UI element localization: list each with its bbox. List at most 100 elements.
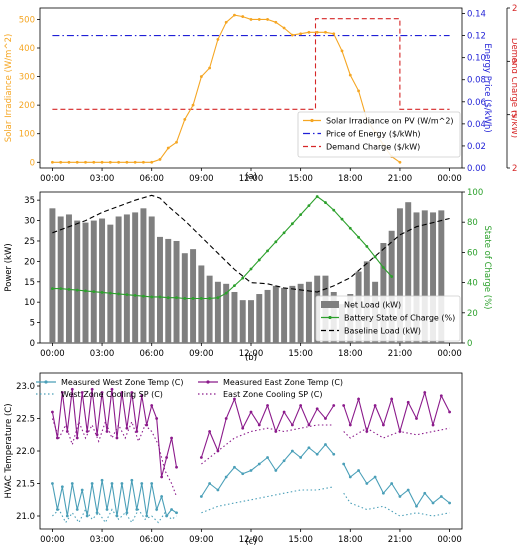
temp-series-2-point: [348, 423, 352, 427]
temp-series-2-point: [365, 430, 369, 433]
net-load-bar: [248, 300, 254, 343]
panel-caption: (a): [245, 172, 257, 182]
legend-marker: [328, 315, 332, 320]
legend-entry: East Zone Cooling SP (C): [223, 390, 323, 399]
temp-series-0-point: [307, 446, 311, 450]
solar-line-point: [67, 160, 71, 164]
temp-series-0-point: [150, 482, 154, 485]
legend-entry: Solar Irradiance on PV (W/m^2): [326, 117, 454, 126]
temp-series-0-point: [373, 475, 377, 479]
solar-line-point: [175, 140, 178, 144]
y2-tick-label: 40: [467, 279, 478, 289]
y2-tick-label: 23: [512, 4, 517, 14]
soc-line-point: [365, 244, 369, 248]
net-load-bar: [123, 214, 130, 343]
x-tick-label: 12:00: [239, 349, 264, 359]
temp-series-2-point: [357, 397, 360, 401]
y-tick-label: 300: [19, 73, 35, 83]
net-load-bar: [438, 210, 445, 343]
net-load-bar: [231, 291, 238, 343]
soc-line-point: [340, 217, 344, 221]
solar-line-point: [357, 89, 360, 93]
net-load-bar: [421, 210, 428, 343]
net-load-bar: [107, 224, 114, 343]
temp-series-0-point: [448, 501, 451, 505]
legend-swatch: [321, 301, 339, 308]
temp-series-0-point: [130, 478, 134, 482]
solar-line-point: [398, 160, 402, 164]
soc-line-point: [75, 288, 79, 292]
temp-series-2-point: [373, 404, 377, 407]
y-tick-label: 500: [19, 15, 35, 25]
temp-series-0-point: [282, 459, 286, 463]
temp-series-0-point: [51, 482, 54, 485]
temp-series-2-point: [90, 387, 94, 391]
solar-line-point: [208, 66, 212, 70]
y-tick-label: 23.0: [16, 382, 35, 392]
temp-series-0-point: [170, 508, 173, 511]
temp-series-0-point: [75, 508, 79, 511]
y2-tick-label: 0.10: [467, 54, 486, 64]
temp-series-2-point: [274, 430, 278, 433]
soc-line-point: [249, 267, 253, 271]
temp-series-2-point: [85, 430, 89, 433]
temp-series-2-point: [324, 417, 327, 420]
temp-series-2-point: [170, 436, 173, 440]
temp-series-0-point: [135, 508, 139, 511]
temp-series-0-point: [249, 469, 253, 472]
soc-line-point: [381, 266, 385, 269]
soc-line-point: [125, 293, 129, 297]
temp-series-2-point: [80, 391, 84, 394]
temp-series-0-point: [224, 475, 228, 479]
x-tick-label: 21:00: [388, 535, 413, 545]
soc-line-point: [257, 258, 261, 262]
solar-line-point: [299, 32, 303, 36]
solar-line-point: [166, 146, 170, 150]
temp-series-2-point: [282, 410, 286, 414]
y2-axis-label: Energy Price ($/kWh): [482, 43, 492, 133]
solar-line-point: [249, 18, 253, 21]
temp-series-0-point: [199, 495, 203, 498]
y2-tick-label: 0.14: [467, 10, 486, 20]
x-tick-label: 18:00: [338, 535, 363, 545]
temp-series-2-point: [110, 387, 114, 391]
soc-line-point: [84, 289, 87, 293]
y-tick-label: 10: [24, 298, 35, 308]
x-tick-label: 03:00: [90, 349, 115, 359]
y2-tick-label: 80: [467, 218, 478, 228]
soc-line-point: [51, 287, 54, 291]
temp-series-2-point: [208, 430, 212, 433]
temp-series-0-point: [110, 482, 114, 485]
legend-entry: Measured West Zone Temp (C): [61, 378, 183, 387]
temp-series-0-point: [290, 449, 294, 453]
temp-series-2-point: [175, 465, 178, 469]
soc-line-point: [241, 276, 245, 280]
solar-line-point: [84, 160, 87, 164]
solar-line-point: [75, 160, 79, 164]
x-tick-label: 00:00: [437, 174, 462, 184]
y2-tick-label: 60: [467, 248, 478, 258]
temp-series-0-point: [100, 478, 104, 482]
y2-tick-label: 0.02: [467, 142, 486, 152]
soc-line-point: [357, 235, 360, 239]
soc-line-point: [142, 294, 145, 298]
temp-series-2-point: [224, 417, 228, 420]
solar-line-point: [266, 18, 269, 21]
solar-line-point: [191, 103, 195, 107]
temp-series-2-point: [115, 436, 119, 440]
temp-series-2-point: [381, 423, 385, 427]
net-load-bar: [281, 287, 288, 343]
soc-line-point: [315, 195, 319, 198]
soc-line-point: [117, 292, 121, 296]
temp-series-2-point: [342, 404, 346, 407]
net-load-bar: [90, 220, 97, 343]
x-tick-label: 18:00: [338, 349, 363, 359]
temp-series-0-point: [85, 514, 89, 518]
legend-entry: Baseline Load (kW): [344, 327, 421, 336]
x-tick-label: 06:00: [139, 174, 164, 184]
x-tick-label: 09:00: [189, 174, 214, 184]
net-load-bar: [140, 208, 147, 343]
solar-line-point: [307, 30, 311, 34]
soc-line-point: [332, 208, 336, 212]
temp-series-3: [51, 418, 178, 497]
